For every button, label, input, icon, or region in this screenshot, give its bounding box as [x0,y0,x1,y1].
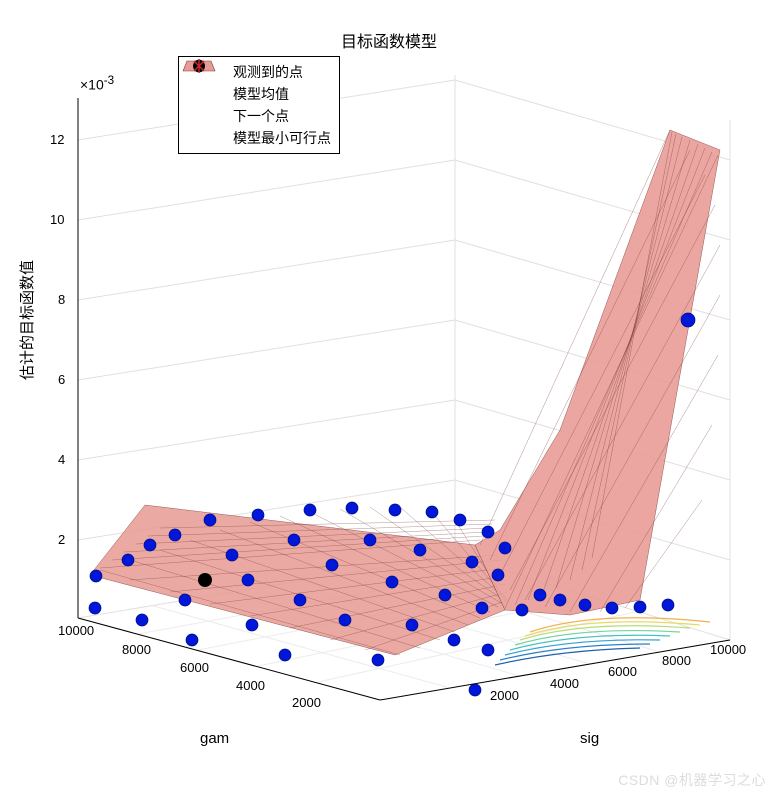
y-axis-label: sig [580,730,599,747]
legend: 观测到的点 模型均值 下一个点 [178,56,340,154]
legend-label: 模型最小可行点 [227,128,331,148]
y-tick: 4000 [550,676,579,691]
surface-plateau [90,505,508,655]
plot-3d [0,0,778,800]
next-point-marker [198,573,212,587]
x-tick: 4000 [236,678,265,693]
y-tick: 2000 [490,688,519,703]
z-tick: 4 [58,452,65,467]
watermark: CSDN @机器学习之心 [618,770,766,790]
x-tick: 2000 [292,695,321,710]
z-tick: 10 [50,212,64,227]
legend-item-min: 模型最小可行点 [187,127,331,149]
legend-item-surface: 模型均值 [187,83,331,105]
z-tick: 2 [58,532,65,547]
x-tick: 10000 [58,623,94,638]
legend-item-next: 下一个点 [187,105,331,127]
legend-label: 下一个点 [227,106,289,126]
z-tick: 12 [50,132,64,147]
z-axis-label: 估计的目标函数值 [16,260,37,380]
legend-label: 模型均值 [227,84,289,104]
y-tick: 6000 [608,664,637,679]
x-axis-label: gam [200,730,229,747]
surface-peak [475,130,720,615]
y-tick: 8000 [662,653,691,668]
z-tick: 8 [58,292,65,307]
observed-point-peak [681,313,695,327]
z-tick: 6 [58,372,65,387]
y-tick: 10000 [710,642,746,657]
x-tick: 6000 [180,660,209,675]
chart-container: 目标函数模型 ×10-3 [0,0,778,800]
x-tick: 8000 [122,642,151,657]
legend-label: 观测到的点 [227,62,303,82]
